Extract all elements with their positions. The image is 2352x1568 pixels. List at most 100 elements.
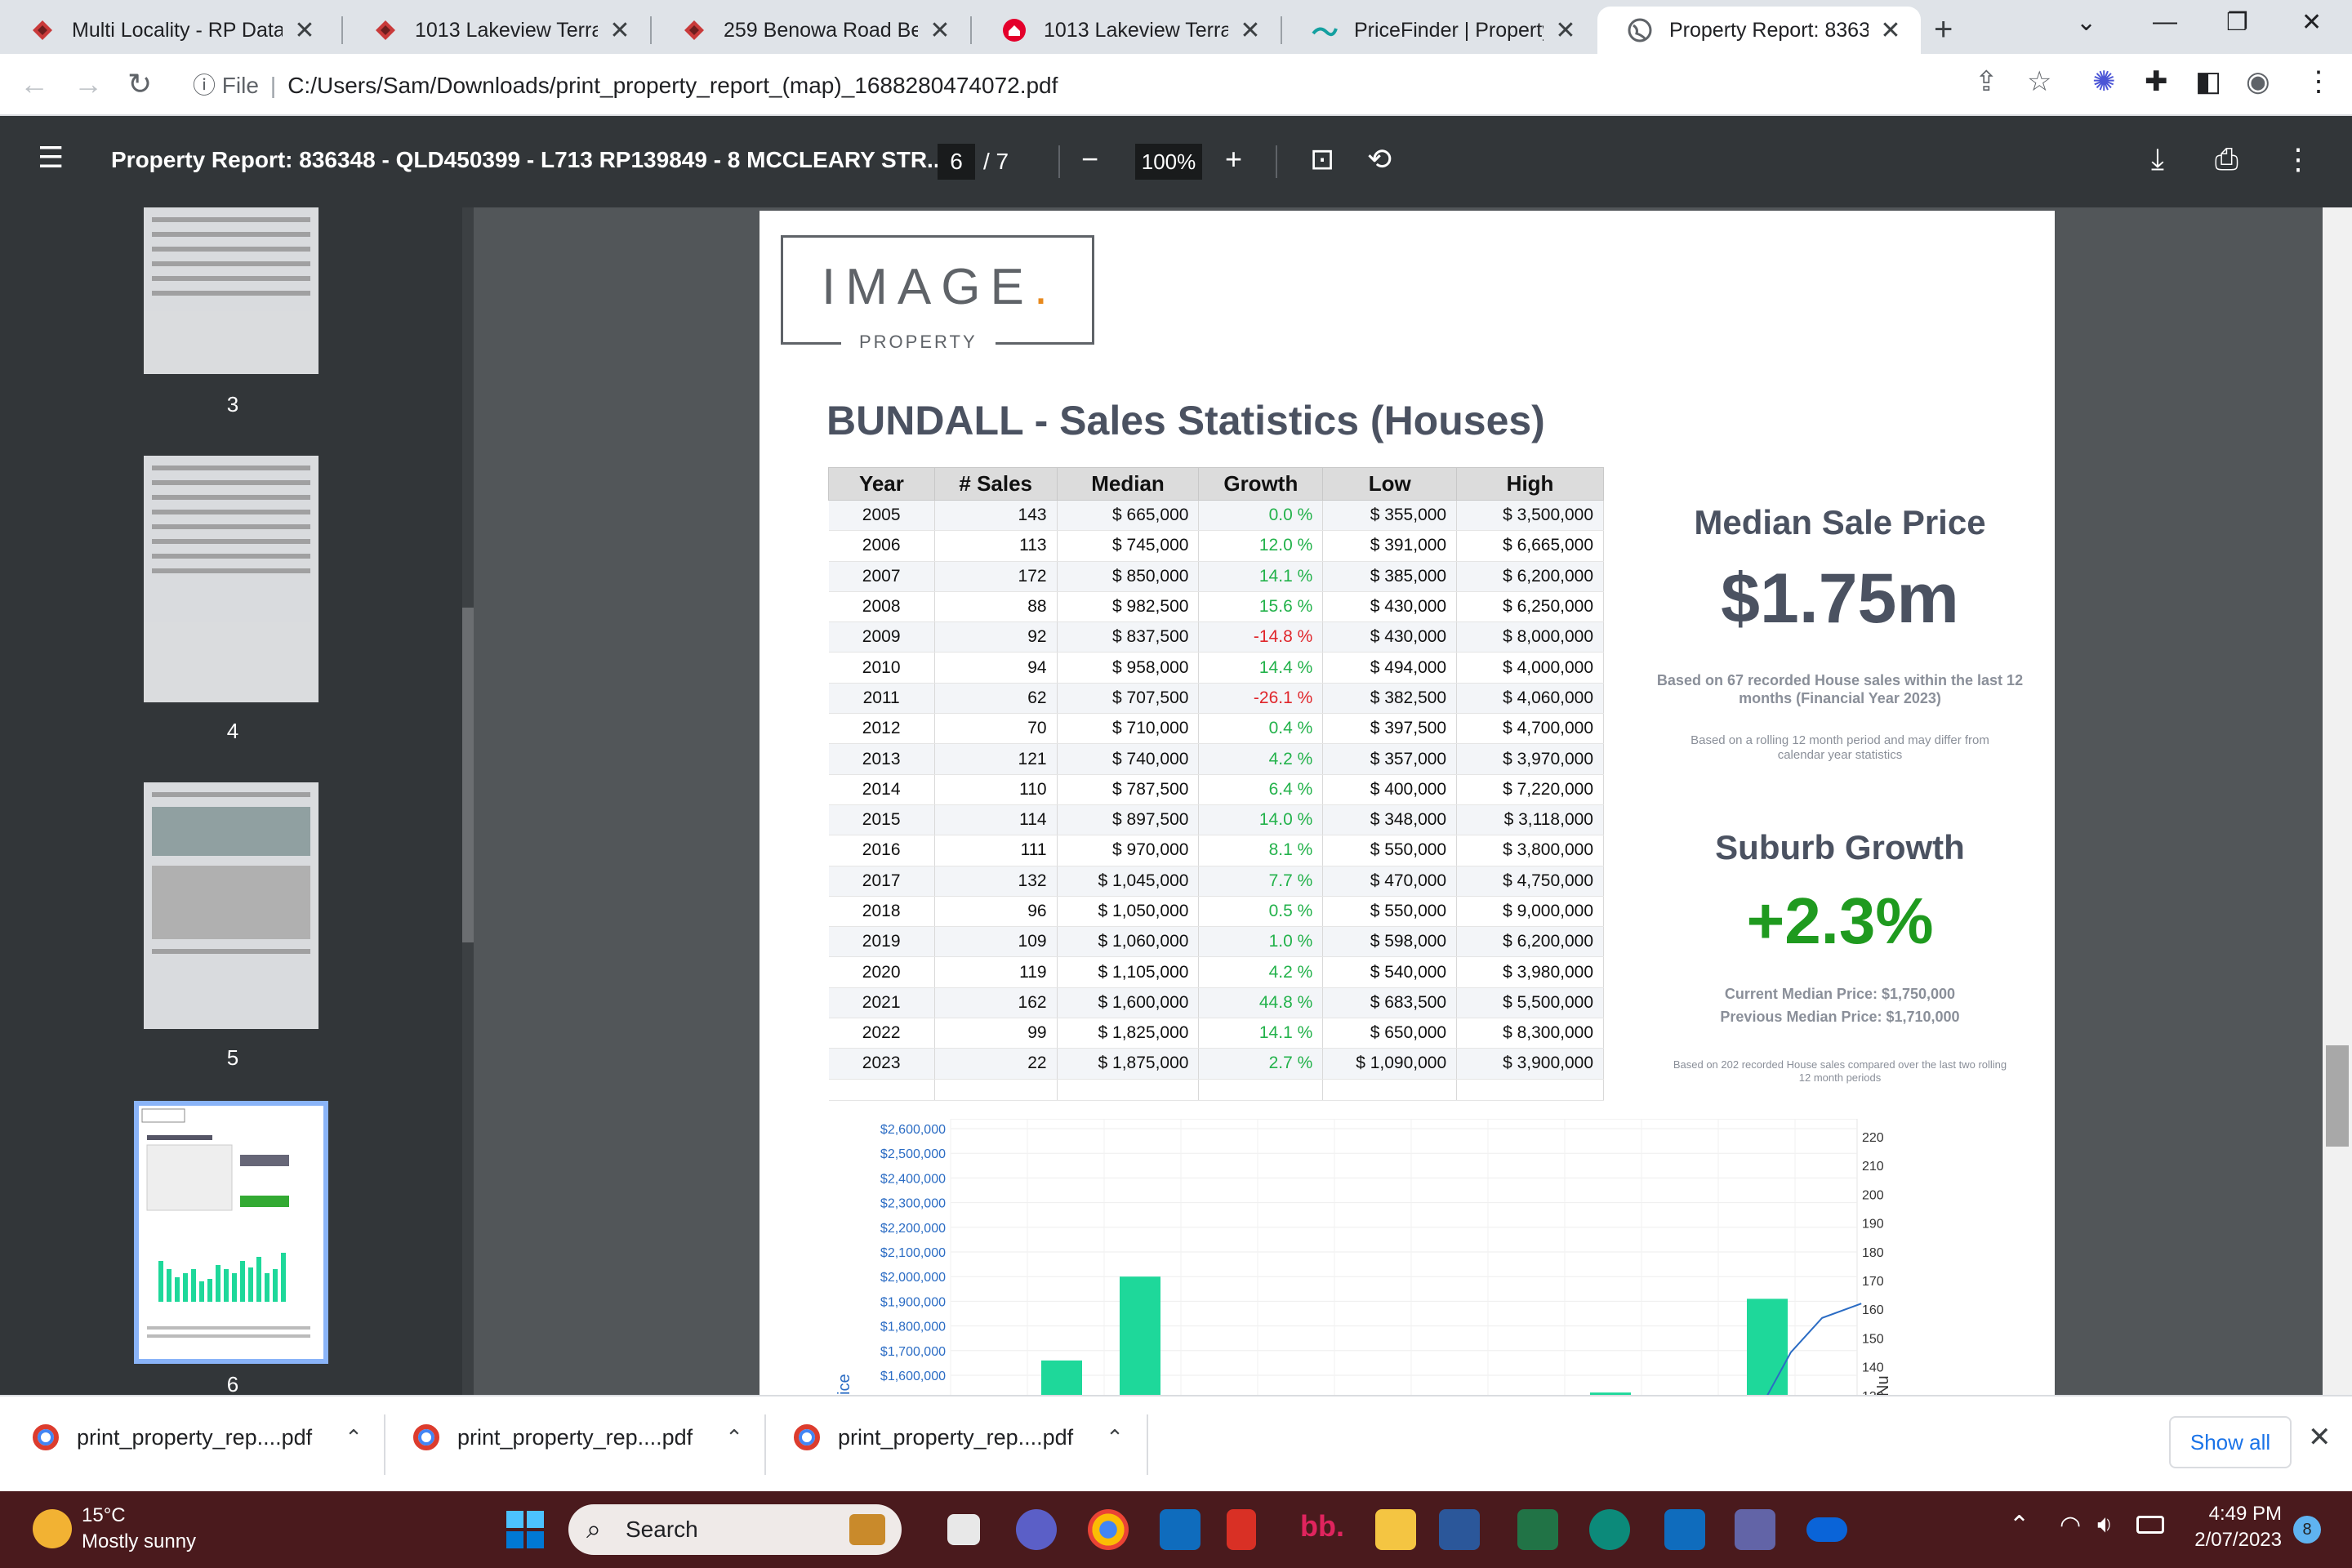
show-all-button[interactable]: Show all xyxy=(2169,1416,2292,1468)
chart-line xyxy=(1766,1303,1862,1396)
taskbar-search-input[interactable]: ⌕ Search xyxy=(568,1504,902,1555)
zoom-input[interactable]: 100% xyxy=(1135,144,1202,180)
chevron-up-icon[interactable]: ⌃ xyxy=(2009,1512,2030,1539)
clock-time[interactable]: 4:49 PM xyxy=(2208,1503,2282,1525)
download-item[interactable]: print_property_rep....pdf ⌃ xyxy=(33,1424,363,1450)
close-downloads-icon[interactable]: ✕ xyxy=(2308,1422,2332,1453)
table-row: 2013 121 $ 740,000 4.2 % $ 357,000 $ 3,970,00… xyxy=(828,743,1604,775)
year-cell: 2023 xyxy=(828,1048,935,1080)
page-thumbnail-6-selected[interactable] xyxy=(134,1101,328,1364)
low-cell: $ 683,500 xyxy=(1322,987,1458,1019)
rotate-icon[interactable]: ⟲ xyxy=(1367,142,1392,176)
sales-cell: 162 xyxy=(934,987,1058,1019)
profile-avatar-icon[interactable]: ◉ xyxy=(2246,66,2270,97)
outlook-icon[interactable] xyxy=(1160,1509,1200,1550)
growth-cell: 12.0 % xyxy=(1198,530,1324,562)
logo-subtext: PROPERTY xyxy=(841,332,996,353)
back-arrow-icon[interactable]: ← xyxy=(20,67,49,100)
weather-description[interactable]: Mostly sunny xyxy=(82,1530,197,1552)
extension-burst-icon[interactable]: ✺ xyxy=(2092,66,2116,97)
page-number-input[interactable]: 6 xyxy=(938,144,975,180)
bb-app-icon[interactable]: bb. xyxy=(1300,1509,1344,1543)
high-cell: $ 8,300,000 xyxy=(1456,1018,1604,1049)
chevron-up-icon[interactable]: ⌃ xyxy=(1106,1424,1124,1450)
fit-page-icon[interactable]: ⊡ xyxy=(1310,142,1335,176)
close-icon[interactable]: ✕ xyxy=(294,16,315,44)
side-panel-icon[interactable]: ◧ xyxy=(2195,66,2222,97)
tab-search-chevron-icon[interactable]: ⌄ xyxy=(2076,9,2097,36)
forward-arrow-icon[interactable]: → xyxy=(74,67,103,100)
y-tick-label: $2,600,000 xyxy=(880,1123,946,1137)
file-explorer-icon[interactable] xyxy=(1375,1509,1416,1550)
growth-cell: 15.6 % xyxy=(1198,591,1324,623)
sidebar-scroll-thumb[interactable] xyxy=(462,608,474,942)
tab-divider xyxy=(341,16,343,44)
close-icon[interactable]: ✕ xyxy=(1555,16,1576,44)
chevron-up-icon[interactable]: ⌃ xyxy=(725,1424,743,1450)
temperature[interactable]: 15°C xyxy=(82,1504,126,1526)
close-icon[interactable]: ✕ xyxy=(1240,16,1261,44)
bookmark-star-icon[interactable]: ☆ xyxy=(2027,66,2052,97)
zoom-out-icon[interactable]: − xyxy=(1081,142,1099,176)
edge-icon[interactable] xyxy=(1589,1509,1630,1550)
restore-icon[interactable]: ❐ xyxy=(2226,9,2248,36)
notification-badge[interactable]: 8 xyxy=(2293,1516,2321,1544)
print-icon[interactable]: ⎙ xyxy=(2215,142,2238,176)
download-item[interactable]: print_property_rep....pdf ⌃ xyxy=(794,1424,1124,1450)
zoom-in-icon[interactable]: + xyxy=(1225,142,1243,176)
extensions-puzzle-icon[interactable]: ✚ xyxy=(2145,66,2168,97)
reload-icon[interactable]: ↻ xyxy=(127,67,153,100)
address-bar[interactable]: ⓘ File | C:/Users/Sam/Downloads/print_prop… xyxy=(193,73,1058,98)
info-icon[interactable]: ⓘ xyxy=(193,73,216,98)
onedrive-icon[interactable] xyxy=(1806,1517,1847,1542)
main-scroll-thumb[interactable] xyxy=(2326,1045,2349,1147)
share-icon[interactable]: ⇪ xyxy=(1975,66,1998,97)
minimize-icon[interactable]: — xyxy=(2153,8,2177,35)
hamburger-menu-icon[interactable]: ☰ xyxy=(38,140,65,174)
new-tab-button[interactable]: + xyxy=(1934,11,1953,47)
outlook-new-icon[interactable] xyxy=(1664,1509,1705,1550)
main-scrollbar[interactable] xyxy=(2323,207,2352,1395)
median-disclaimer: Based on a rolling 12 month period and m… xyxy=(1690,733,1989,762)
close-icon[interactable]: ✕ xyxy=(1880,16,1901,44)
task-view-icon[interactable] xyxy=(947,1514,980,1545)
chevron-up-icon[interactable]: ⌃ xyxy=(345,1424,363,1450)
teams-chat-icon[interactable] xyxy=(1016,1509,1057,1550)
download-item[interactable]: print_property_rep....pdf ⌃ xyxy=(413,1424,743,1450)
chrome-icon[interactable] xyxy=(1088,1509,1129,1550)
low-cell: $ 550,000 xyxy=(1322,835,1458,866)
tab-pricefinder[interactable]: PriceFinder | Property Pr ✕ xyxy=(1282,7,1596,54)
windows-start-icon[interactable] xyxy=(506,1511,544,1548)
clock-date[interactable]: 2/07/2023 xyxy=(2194,1529,2282,1551)
tab-259-benowa[interactable]: 259 Benowa Road Benov ✕ xyxy=(652,7,970,54)
growth-cell: 4.2 % xyxy=(1198,956,1324,988)
tab-1013-lakeview-rea[interactable]: 1013 Lakeview Terrace, E ✕ xyxy=(972,7,1281,54)
high-cell: $ 4,700,000 xyxy=(1456,713,1604,745)
chrome-menu-icon[interactable]: ⋮ xyxy=(2305,66,2332,97)
teams-icon[interactable] xyxy=(1735,1509,1775,1550)
download-icon[interactable]: ⤓ xyxy=(2151,142,2164,176)
growth-cell: 2.7 % xyxy=(1198,1048,1324,1080)
battery-icon[interactable] xyxy=(2136,1516,2164,1534)
window-close-icon[interactable]: ✕ xyxy=(2301,9,2323,36)
excel-icon[interactable] xyxy=(1517,1509,1558,1550)
close-icon[interactable]: ✕ xyxy=(929,16,951,44)
page-thumbnail-5[interactable] xyxy=(144,782,318,1029)
word-icon[interactable] xyxy=(1439,1509,1480,1550)
tab-1013-lakeview-rp[interactable]: 1013 Lakeview Terrace B ✕ xyxy=(343,7,650,54)
wifi-icon[interactable]: ◠ xyxy=(2060,1512,2082,1539)
more-options-icon[interactable]: ⋮ xyxy=(2283,142,2313,176)
globe-icon xyxy=(1628,18,1652,42)
pdf-app-icon[interactable] xyxy=(1227,1509,1256,1550)
volume-icon[interactable]: 🔉︎ xyxy=(2097,1511,2113,1538)
close-icon[interactable]: ✕ xyxy=(609,16,630,44)
page-thumbnail-3[interactable] xyxy=(144,207,318,374)
tab-multi-locality[interactable]: Multi Locality - RP Data ✕ xyxy=(0,7,335,54)
tab-property-report[interactable]: Property Report: 836348 ✕ xyxy=(1597,7,1921,54)
page-thumbnail-4[interactable] xyxy=(144,456,318,702)
low-cell: $ 397,500 xyxy=(1322,713,1458,745)
low-cell: $ 382,500 xyxy=(1322,683,1458,715)
sales-cell: 88 xyxy=(934,591,1058,623)
y-tick-label: $1,600,000 xyxy=(880,1370,946,1383)
weather-sun-icon[interactable] xyxy=(33,1509,72,1548)
